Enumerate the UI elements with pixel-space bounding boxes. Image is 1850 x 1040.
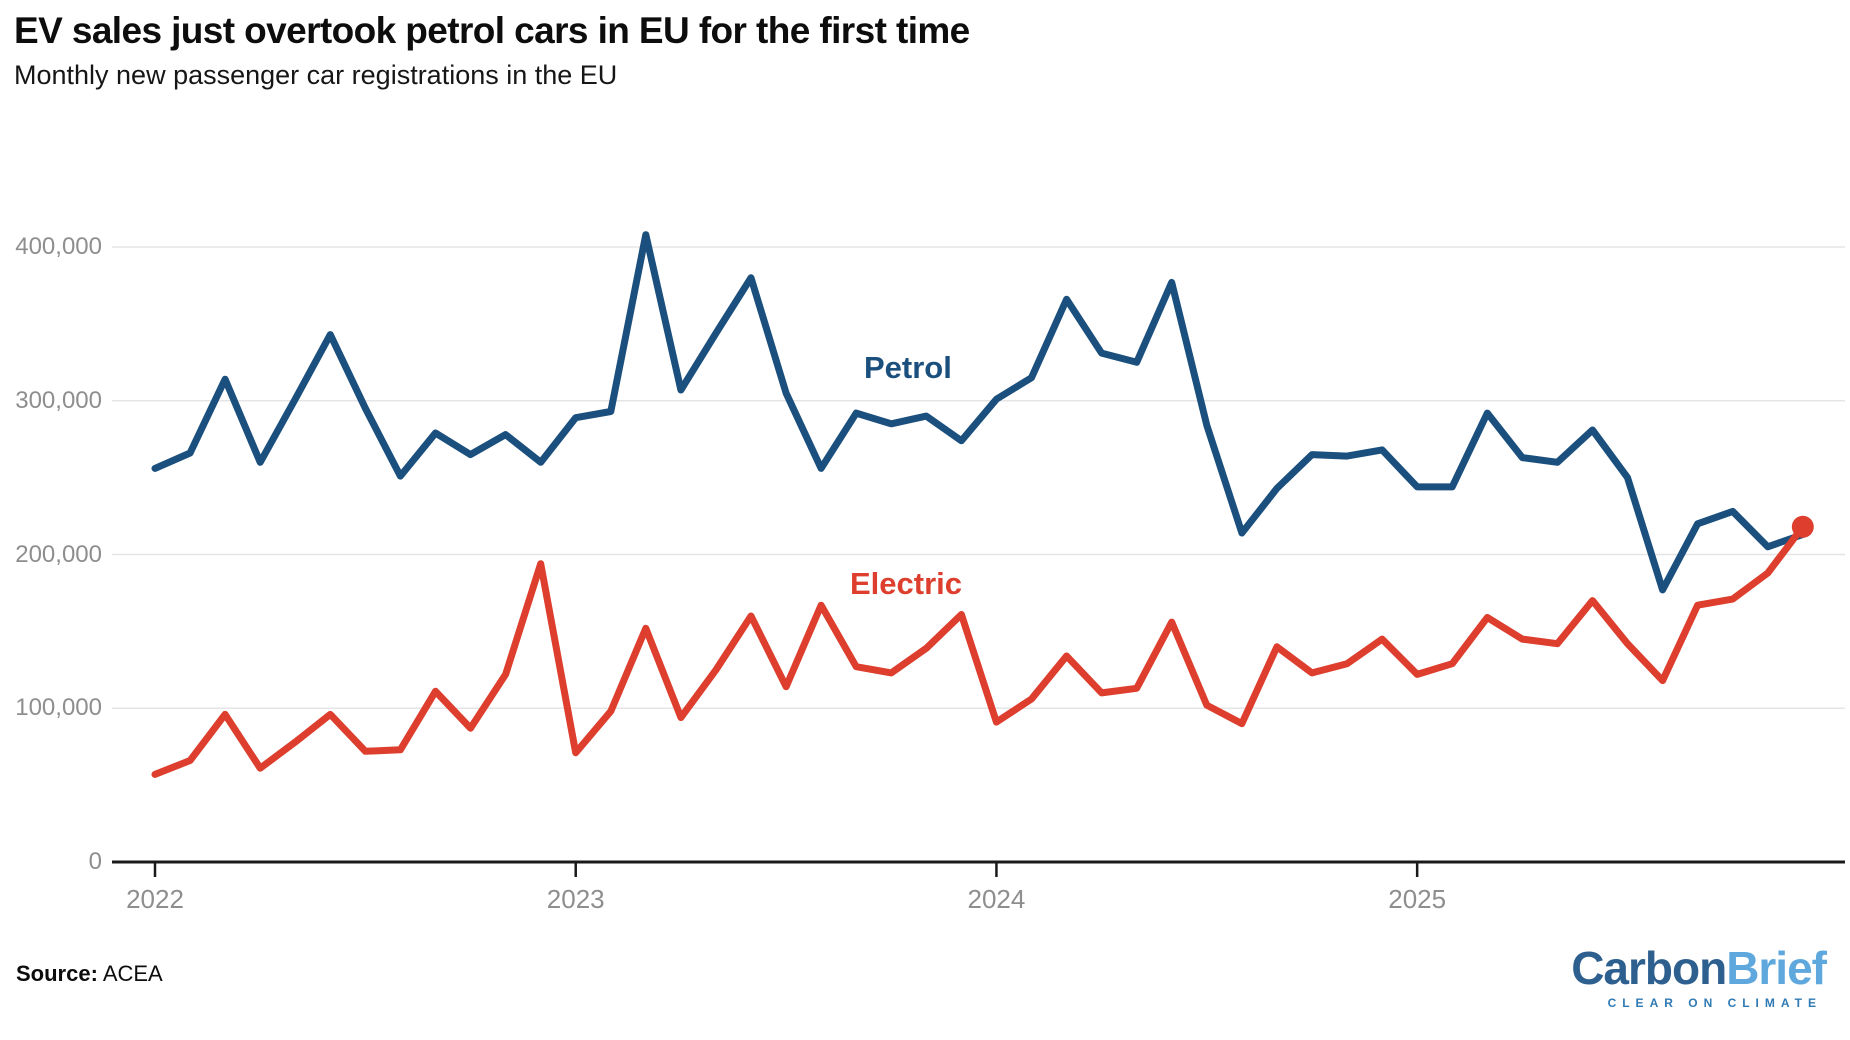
source-attribution: Source: ACEA [16,961,163,987]
logo-tagline: CLEAR ON CLIMATE [1607,995,1822,1010]
logo-brief-text: Brief [1726,942,1827,994]
carbonbrief-wordmark: CarbonBrief [1571,942,1827,995]
page-title: EV sales just overtook petrol cars in EU… [14,10,970,51]
y-tick-label-0: 0 [88,848,102,875]
x-axis-ticks [153,863,1419,877]
petrol-series-label: Petrol [864,350,952,385]
logo-carbon-text: Carbon [1571,942,1727,994]
electric-latest-point-dot [1791,515,1814,538]
carbonbrief-logo: CarbonBrief CLEAR ON CLIMATE [1571,942,1827,1010]
electric-series-label: Electric [850,566,963,601]
x-tick-label-2023: 2023 [546,884,605,914]
y-tick-label-400000: 400,000 [15,233,102,260]
source-value: ACEA [97,961,163,986]
x-tick-label-2025: 2025 [1388,884,1447,914]
x-tick-label-2024: 2024 [967,884,1026,914]
x-tick-label-2022: 2022 [126,884,184,914]
petrol-series-line [151,231,1807,594]
y-tick-label-200000: 200,000 [15,540,102,568]
gridlines [112,246,1845,709]
y-tick-label-300000: 300,000 [15,386,102,414]
electric-series-line [151,523,1807,778]
source-label: Source: [16,961,98,986]
chart-subtitle: Monthly new passenger car registrations … [14,60,618,90]
y-tick-label-100000: 100,000 [15,694,102,722]
